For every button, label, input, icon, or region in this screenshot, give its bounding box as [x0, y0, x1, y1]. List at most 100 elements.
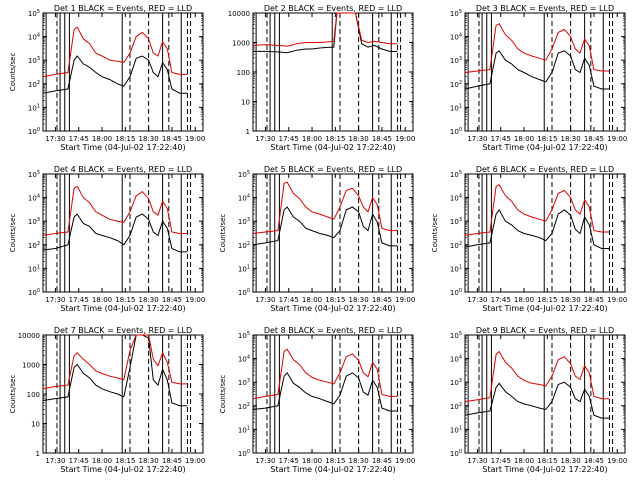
y-tick-label: 100 [238, 449, 250, 458]
series-lld-line [464, 184, 610, 236]
y-tick-exponent: 2 [459, 402, 462, 408]
y-tick-label: 104 [28, 194, 40, 203]
y-tick-label: 100 [28, 127, 40, 136]
y-tick-label: 10 [31, 421, 40, 429]
y-axis-label: Counts/sec [9, 214, 17, 253]
x-tick-label: 19:00 [185, 296, 205, 304]
x-tick-label: 18:15 [537, 457, 557, 465]
panel-title: Det 8 BLACK = Events, RED = LLD [264, 326, 402, 335]
y-tick-exponent: 5 [37, 9, 40, 15]
y-tick-label: 100 [450, 127, 462, 136]
y-tick-exponent: 1 [247, 425, 250, 431]
plot-frame [252, 173, 414, 293]
x-tick-label: 17:30 [45, 135, 65, 143]
y-tick-exponent: 0 [459, 449, 462, 455]
x-tick-label: 18:45 [162, 457, 182, 465]
x-tick-label: 17:45 [279, 296, 299, 304]
y-tick-label: 105 [450, 170, 462, 179]
series-lld-line [464, 23, 610, 73]
y-tick-label: 101 [238, 425, 250, 434]
x-tick-label: 18:00 [302, 135, 322, 143]
y-tick-exponent: 3 [459, 56, 462, 62]
y-tick-label: 103 [28, 217, 40, 226]
y-tick-label: 101 [450, 425, 462, 434]
y-tick-label: 1 [246, 128, 250, 136]
y-tick-exponent: 1 [459, 264, 462, 270]
x-tick-label: 18:30 [349, 457, 369, 465]
plot-frame [42, 12, 204, 132]
x-tick-label: 18:45 [584, 296, 604, 304]
y-tick-exponent: 0 [459, 127, 462, 133]
x-tick-label: 18:15 [537, 135, 557, 143]
series-events-line [252, 371, 398, 412]
x-tick-label: 17:30 [467, 135, 487, 143]
y-tick-label: 101 [28, 264, 40, 273]
x-tick-label: 18:15 [115, 135, 135, 143]
y-tick-exponent: 2 [247, 402, 250, 408]
x-axis-label: Start Time (04-Jul-02 17:22:40) [482, 304, 607, 313]
panel-title: Det 3 BLACK = Events, RED = LLD [476, 4, 614, 13]
y-tick-exponent: 0 [247, 288, 250, 294]
y-tick-label: 103 [450, 378, 462, 387]
series-events-line [42, 334, 188, 407]
y-tick-exponent: 1 [37, 103, 40, 109]
plot-frame [252, 12, 414, 132]
y-tick-exponent: 1 [459, 425, 462, 431]
x-axis-label: Start Time (04-Jul-02 17:22:40) [270, 304, 395, 313]
x-tick-label: 18:45 [372, 135, 392, 143]
y-tick-exponent: 5 [459, 331, 462, 337]
x-axis-label: Start Time (04-Jul-02 17:22:40) [482, 465, 607, 474]
x-tick-label: 18:45 [162, 135, 182, 143]
series-events-line [464, 208, 610, 249]
x-tick-label: 18:00 [514, 457, 534, 465]
x-tick-label: 18:45 [584, 135, 604, 143]
series-events-line [42, 213, 188, 253]
x-tick-label: 19:00 [607, 296, 627, 304]
x-tick-label: 18:15 [325, 296, 345, 304]
y-tick-label: 101 [28, 103, 40, 112]
panel-title: Det 4 BLACK = Events, RED = LLD [54, 165, 192, 174]
x-tick-label: 18:30 [349, 135, 369, 143]
x-tick-label: 17:30 [255, 457, 275, 465]
x-tick-label: 17:30 [467, 296, 487, 304]
y-tick-label: 105 [28, 170, 40, 179]
y-tick-exponent: 5 [459, 170, 462, 176]
y-tick-label: 104 [450, 33, 462, 42]
x-tick-label: 18:45 [372, 457, 392, 465]
y-tick-exponent: 2 [37, 80, 40, 86]
series-events-line [252, 206, 398, 247]
y-tick-label: 104 [28, 33, 40, 42]
x-tick-label: 18:30 [139, 457, 159, 465]
x-tick-label: 18:30 [561, 457, 581, 465]
x-axis-label: Start Time (04-Jul-02 17:22:40) [270, 143, 395, 152]
y-tick-exponent: 5 [37, 170, 40, 176]
y-tick-label: 103 [238, 378, 250, 387]
x-tick-label: 18:00 [92, 135, 112, 143]
y-axis-label: Counts/sec [431, 214, 439, 253]
y-tick-exponent: 2 [247, 241, 250, 247]
y-tick-label: 104 [450, 194, 462, 203]
panel-det-4: Det 4 BLACK = Events, RED = LLD100101102… [9, 165, 205, 313]
y-tick-label: 105 [238, 331, 250, 340]
y-tick-exponent: 4 [37, 33, 40, 39]
plot-frame [464, 173, 626, 293]
y-tick-label: 102 [28, 80, 40, 89]
panel-det-7: Det 7 BLACK = Events, RED = LLD 1 10 100 100… [9, 326, 205, 474]
series-lld-line [252, 12, 398, 47]
y-tick-label: 105 [450, 331, 462, 340]
panel-det-2: Det 2 BLACK = Events, RED = LLD 1 10 100 100… [228, 4, 416, 152]
y-tick-exponent: 4 [247, 355, 250, 361]
x-tick-label: 19:00 [185, 457, 205, 465]
y-tick-label: 1000 [232, 40, 250, 48]
x-tick-label: 17:45 [69, 457, 89, 465]
x-tick-label: 18:00 [92, 457, 112, 465]
panel-title: Det 6 BLACK = Events, RED = LLD [476, 165, 614, 174]
x-tick-label: 18:30 [139, 135, 159, 143]
panel-det-9: Det 9 BLACK = Events, RED = LLD100101102… [450, 326, 627, 474]
y-tick-label: 10000 [228, 10, 250, 18]
y-tick-label: 100 [238, 288, 250, 297]
y-tick-exponent: 0 [247, 449, 250, 455]
y-tick-label: 103 [450, 56, 462, 65]
x-tick-label: 18:30 [561, 296, 581, 304]
